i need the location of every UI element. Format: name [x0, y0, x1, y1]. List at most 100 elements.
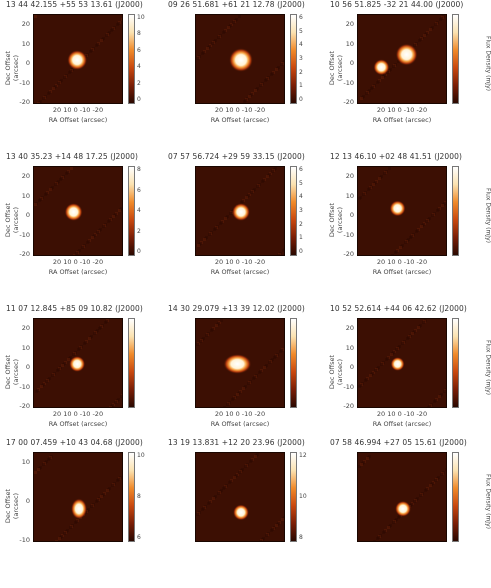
noise-pixel	[256, 185, 259, 188]
colorbar-tick-label: 6	[137, 47, 141, 54]
noise-pixel	[211, 42, 214, 45]
noise-pixel	[118, 209, 121, 212]
noise-pixel	[385, 358, 388, 361]
colorbar-tick-label: 8	[137, 166, 141, 173]
noise-pixel	[107, 220, 110, 223]
noise-pixel	[409, 236, 412, 239]
noise-pixel	[224, 217, 227, 220]
source-blob	[396, 44, 418, 66]
noise-pixel	[106, 489, 109, 492]
noise-pixel	[81, 246, 84, 249]
noise-pixel	[284, 345, 285, 348]
noise-pixel	[446, 387, 447, 390]
noise-pixel	[360, 97, 363, 100]
noise-pixel	[58, 537, 61, 540]
noise-pixel	[423, 34, 426, 37]
colorbar-tick-label: 0	[137, 248, 141, 255]
image-panel: 12 13 46.10 +02 48 41.51 (J2000)Dec Offs…	[330, 152, 491, 302]
noise-pixel	[392, 65, 395, 68]
noise-pixel	[52, 87, 55, 90]
y-tick-label: -10	[343, 231, 354, 239]
noise-pixel	[98, 327, 101, 330]
noise-pixel	[418, 39, 421, 42]
y-tick-label: 20	[22, 324, 30, 332]
noise-pixel	[259, 84, 262, 87]
panel-title: 10 56 51.825 -32 21 44.00 (J2000)	[330, 0, 491, 9]
y-tick-label: 0	[350, 363, 354, 371]
noise-pixel	[265, 534, 268, 537]
noise-pixel	[427, 406, 430, 408]
noise-pixel	[411, 332, 414, 335]
noise-pixel	[36, 103, 39, 104]
noise-pixel	[376, 81, 379, 84]
noise-pixel	[401, 342, 404, 345]
noise-pixel	[370, 87, 373, 90]
noise-pixel	[366, 457, 369, 460]
y-tick-label: 10	[22, 344, 30, 352]
noise-pixel	[374, 369, 377, 372]
image-panel: 17 00 07.459 +10 43 04.68 (J2000)Dec Off…	[6, 438, 169, 588]
noise-pixel	[63, 76, 66, 79]
noise-pixel	[245, 196, 248, 199]
colorbar-tick-label: 3	[299, 55, 303, 62]
noise-pixel	[231, 398, 234, 401]
noise-pixel	[399, 246, 402, 249]
image-panel: 14 30 29.079 +13 39 12.02 (J2000)20 10 0…	[168, 304, 331, 454]
sky-image	[33, 166, 123, 256]
noise-pixel	[116, 23, 119, 26]
noise-pixel	[207, 502, 210, 505]
noise-pixel	[362, 193, 365, 196]
panel-title: 12 13 46.10 +02 48 41.51 (J2000)	[330, 152, 491, 161]
noise-pixel	[242, 387, 245, 390]
colorbar-tick-label: 2	[299, 69, 303, 76]
noise-pixel	[275, 524, 278, 527]
figure-grid: 13 44 42.155 +55 53 13.61 (J2000)Dec Off…	[0, 0, 491, 529]
noise-pixel	[217, 36, 220, 39]
colorbar	[452, 14, 459, 104]
noise-pixel	[397, 516, 400, 519]
colorbar-tick-label: 10	[137, 14, 145, 21]
noise-pixel	[445, 468, 447, 471]
colorbar	[452, 166, 459, 256]
noise-pixel	[122, 473, 123, 476]
noise-pixel	[376, 537, 379, 540]
noise-pixel	[61, 364, 64, 367]
noise-pixel	[268, 361, 271, 364]
source-blob	[71, 498, 87, 519]
x-axis-label: RA Offset (arcsec)	[357, 420, 447, 428]
y-tick-label: 10	[22, 192, 30, 200]
noise-pixel	[114, 401, 117, 404]
noise-pixel	[90, 505, 93, 508]
noise-pixel	[415, 230, 418, 233]
colorbar-tick-label: 5	[299, 28, 303, 35]
noise-pixel	[47, 92, 50, 95]
noise-pixel	[210, 329, 213, 332]
noise-pixel	[68, 71, 71, 74]
noise-pixel	[392, 521, 395, 524]
colorbar-label: Flux Density (mJy)	[485, 338, 491, 398]
noise-pixel	[439, 18, 442, 21]
noise-pixel	[383, 172, 386, 175]
source-blob	[67, 50, 87, 70]
noise-pixel	[83, 342, 86, 345]
noise-pixel	[89, 50, 92, 53]
noise-pixel	[390, 353, 393, 356]
noise-pixel	[105, 34, 108, 37]
colorbar-tick-label: 0	[299, 96, 303, 103]
colorbar-tick-label: 4	[137, 63, 141, 70]
colorbar-tick-label: 2	[137, 80, 141, 87]
noise-pixel	[236, 393, 239, 396]
noise-pixel	[390, 255, 393, 256]
noise-pixel	[270, 73, 273, 76]
noise-pixel	[206, 47, 209, 50]
y-tick-label: -20	[19, 98, 30, 106]
colorbar-ticks	[461, 14, 473, 104]
x-ticks: 20 10 0 -10 -20	[357, 258, 447, 266]
noise-pixel	[77, 348, 80, 351]
y-tick-label: -10	[343, 383, 354, 391]
noise-pixel	[250, 191, 253, 194]
noise-pixel	[100, 495, 103, 498]
